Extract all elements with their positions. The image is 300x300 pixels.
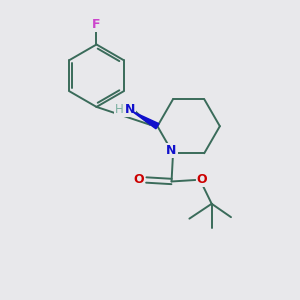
Text: N: N xyxy=(167,144,177,158)
Text: F: F xyxy=(92,18,101,31)
Text: O: O xyxy=(134,173,144,187)
Text: O: O xyxy=(196,173,207,187)
Text: N: N xyxy=(125,103,135,116)
Text: H: H xyxy=(115,103,124,116)
Polygon shape xyxy=(132,111,159,129)
